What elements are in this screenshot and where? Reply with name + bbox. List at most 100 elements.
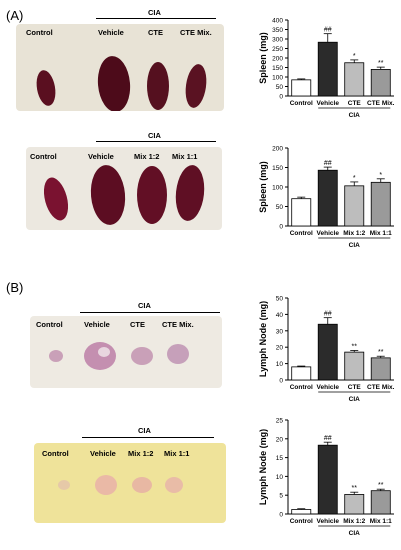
bar [317,323,338,381]
y-tick-label: 50 [276,204,284,211]
lymph-photo-2: Control Vehicle Mix 1:2 Mix 1:1 [34,443,226,523]
spleen-photo-2-image [26,147,222,230]
spleen-photo-2: Control Vehicle Mix 1:2 Mix 1:1 [26,147,222,230]
y-tick-label: 30 [276,328,284,335]
y-tick-label: 0 [279,94,283,101]
x-tick-label: CTE Mix. [367,100,395,107]
x-tick-label: Mix 1:2 [343,518,365,525]
photo1-cia-label: CIA [148,8,161,17]
lymph-photo-1: Control Vehicle CTE CTE Mix. [30,316,222,388]
significance-mark: ## [324,160,332,167]
y-tick-label: 0 [279,512,283,519]
x-tick-label: Control [290,100,313,107]
group-label: CIA [349,112,361,119]
y-tick-label: 5 [279,493,283,500]
significance-mark: ** [378,60,384,67]
significance-mark: * [353,175,356,182]
photo4-label-vehicle: Vehicle [90,449,116,458]
bar [317,169,338,227]
y-tick-label: 100 [272,185,283,192]
y-tick-label: 200 [272,146,283,153]
panel-label-a: (A) [6,8,24,23]
y-tick-label: 350 [272,27,283,34]
x-tick-label: Control [290,384,313,391]
bar [370,490,391,515]
spleen-cte-chart: Spleen (mg) 0 50 100 150 200 250 300 350 400 Contr… [258,18,395,120]
bar [370,69,391,97]
photo3-label-vehicle: Vehicle [84,320,110,329]
significance-mark: ** [378,349,384,356]
bar [291,79,312,97]
y-tick-label: 25 [276,418,284,425]
bar [317,444,338,515]
photo4-label-mix12: Mix 1:2 [128,449,154,458]
lymph-photo-1-image [30,316,222,388]
x-tick-label: Control [290,230,313,237]
lymph-photo-2-image [34,443,226,523]
y-tick-label: 400 [272,18,283,25]
y-tick-label: 0 [279,378,283,385]
significance-mark: ** [378,482,384,489]
photo2-label-vehicle: Vehicle [88,152,114,161]
photo3-cia-label: CIA [138,301,151,310]
photo3-label-control: Control [36,320,63,329]
group-label: CIA [349,242,361,249]
lymph-cte-chart: Lymph Node (mg) 0 10 20 30 40 50 Control ## Vehic… [258,296,395,404]
photo4-cia-label: CIA [138,426,151,435]
y-tick-label: 100 [272,75,283,82]
significance-mark: ** [352,485,358,492]
photo3-label-cte: CTE [130,320,145,329]
photo1-label-control: Control [26,28,53,37]
x-tick-label: CTE [348,384,362,391]
photo2-label-control: Control [30,152,57,161]
bar [344,62,365,97]
y-axis-label: Lymph Node (mg) [258,301,268,377]
x-tick-label: Vehicle [317,230,340,237]
y-tick-label: 20 [276,436,284,443]
x-tick-label: CTE Mix. [367,384,395,391]
bar [344,351,365,381]
bar [317,41,338,97]
bar [291,509,312,515]
y-tick-label: 15 [276,455,284,462]
x-tick-label: Vehicle [317,100,340,107]
significance-mark: ## [324,311,332,318]
photo1-label-cte-mix: CTE Mix. [180,28,212,37]
significance-mark: * [353,53,356,60]
y-tick-label: 50 [276,296,284,303]
y-tick-label: 150 [272,65,283,72]
group-label: CIA [349,530,361,537]
x-tick-label: Vehicle [317,518,340,525]
y-tick-label: 50 [276,84,284,91]
x-tick-label: Mix 1:1 [370,518,392,525]
spleen-photo-1-image [16,24,224,111]
x-tick-label: Vehicle [317,384,340,391]
significance-mark: ** [352,343,358,350]
photo1-label-cte: CTE [148,28,163,37]
photo4-label-control: Control [42,449,69,458]
significance-mark: ## [324,27,332,34]
spleen-photo-1: Control Vehicle CTE CTE Mix. [16,24,224,111]
lymph-mix-chart: Lymph Node (mg) 0 5 10 15 20 25 Control ## Vehicl… [258,418,394,537]
group-label: CIA [349,396,361,403]
significance-mark: ## [324,435,332,442]
y-axis-label: Spleen (mg) [258,161,268,213]
photo4-label-mix11: Mix 1:1 [164,449,190,458]
photo2-cia-line [96,141,216,142]
photo3-cia-line [80,312,220,313]
y-tick-label: 10 [276,474,284,481]
photo4-cia-line [82,437,214,438]
y-tick-label: 300 [272,37,283,44]
bar [344,185,365,227]
photo2-cia-label: CIA [148,131,161,140]
photo1-cia-line [96,18,216,19]
x-tick-label: CTE [348,100,362,107]
bar [291,366,312,381]
y-tick-label: 150 [272,165,283,172]
y-tick-label: 10 [276,361,284,368]
bar [370,181,391,227]
y-tick-label: 20 [276,345,284,352]
bar [291,198,312,227]
y-axis-label: Spleen (mg) [258,32,268,84]
y-tick-label: 0 [279,224,283,231]
